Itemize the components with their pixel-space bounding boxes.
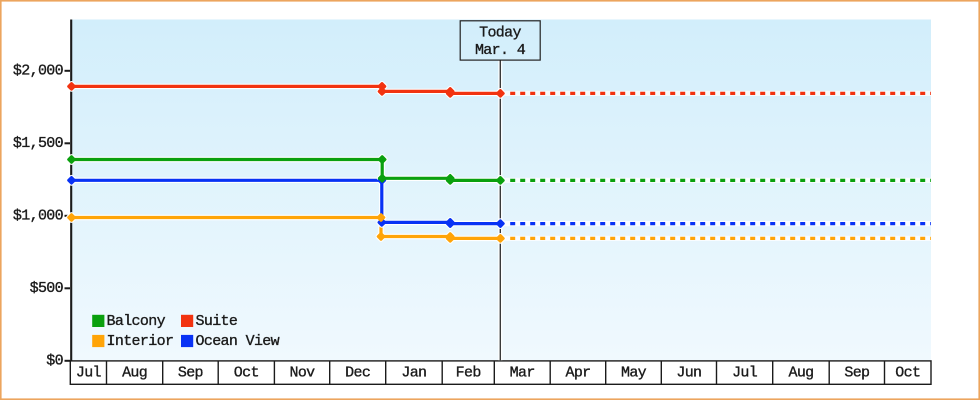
- svg-text:Aug: Aug: [788, 364, 813, 381]
- svg-text:Jul: Jul: [732, 364, 758, 381]
- svg-text:Apr: Apr: [565, 364, 590, 381]
- svg-text:$1,000: $1,000: [13, 207, 64, 224]
- svg-text:$500: $500: [30, 280, 64, 297]
- svg-text:May: May: [621, 364, 647, 381]
- svg-text:Nov: Nov: [289, 364, 315, 381]
- svg-text:Sep: Sep: [178, 364, 203, 381]
- svg-text:Mar. 4: Mar. 4: [475, 42, 526, 59]
- svg-text:Jun: Jun: [676, 364, 701, 381]
- svg-text:Jan: Jan: [401, 364, 426, 381]
- svg-text:Oct: Oct: [234, 364, 259, 381]
- svg-text:$1,500: $1,500: [13, 135, 64, 152]
- svg-text:Sep: Sep: [844, 364, 869, 381]
- svg-text:Suite: Suite: [196, 313, 238, 330]
- svg-text:Mar: Mar: [510, 364, 535, 381]
- svg-text:Feb: Feb: [456, 364, 481, 381]
- svg-text:Today: Today: [479, 25, 521, 42]
- svg-text:Interior: Interior: [107, 333, 174, 350]
- svg-text:$0: $0: [46, 352, 63, 369]
- svg-text:Jul: Jul: [76, 364, 102, 381]
- svg-text:Ocean View: Ocean View: [196, 333, 280, 350]
- svg-text:Aug: Aug: [122, 364, 147, 381]
- svg-text:$2,000: $2,000: [13, 62, 64, 79]
- svg-text:Oct: Oct: [895, 364, 920, 381]
- svg-text:Dec: Dec: [345, 364, 370, 381]
- svg-text:Balcony: Balcony: [107, 313, 166, 330]
